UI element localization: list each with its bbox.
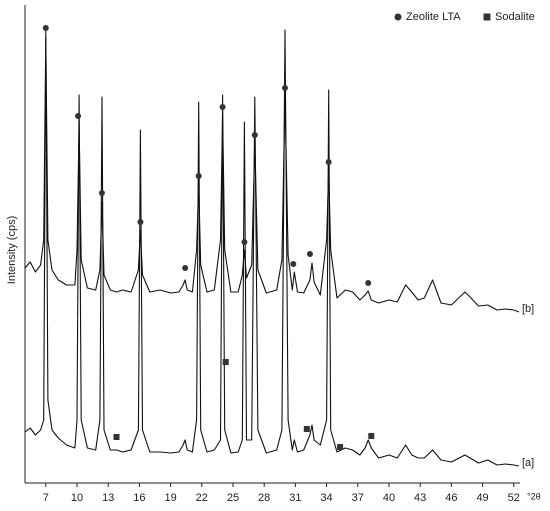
phase-marker xyxy=(306,251,313,257)
phase-marker xyxy=(42,25,49,31)
phase-marker xyxy=(222,359,229,365)
pattern-line xyxy=(24,29,520,467)
legend-label: Sodalite xyxy=(495,11,535,23)
phase-marker xyxy=(195,173,202,179)
x-tick-label: 40 xyxy=(383,492,395,504)
x-tick-label: 13 xyxy=(102,492,114,504)
x-tick-label: 34 xyxy=(320,492,332,504)
phase-marker xyxy=(98,190,105,196)
x-tick-label: 19 xyxy=(164,492,176,504)
series-label: [a] xyxy=(522,457,534,469)
phase-marker xyxy=(303,426,310,432)
phase-marker xyxy=(137,219,144,225)
phase-marker xyxy=(365,280,372,286)
y-axis-label: Intensity (cps) xyxy=(6,216,18,284)
x-tick-label: 52 xyxy=(508,492,520,504)
x-axis-label: °2θ xyxy=(527,491,541,501)
x-tick-label: 22 xyxy=(196,492,208,504)
x-tick-label: 28 xyxy=(258,492,270,504)
x-tick-label: 16 xyxy=(133,492,145,504)
pattern-line xyxy=(24,37,520,313)
phase-marker xyxy=(241,239,248,245)
x-tick-label: 7 xyxy=(43,492,49,504)
x-tick-label: 31 xyxy=(289,492,301,504)
phase-marker xyxy=(368,433,375,439)
phase-marker xyxy=(251,132,258,138)
x-tick-label: 10 xyxy=(71,492,83,504)
phase-marker xyxy=(219,104,226,110)
phase-marker xyxy=(75,113,82,119)
legend-label: Zeolite LTA xyxy=(406,11,461,23)
x-tick-label: 46 xyxy=(445,492,457,504)
phase-marker xyxy=(290,261,297,267)
phase-marker xyxy=(281,85,288,91)
phase-marker xyxy=(182,265,189,271)
x-tick-label: 25 xyxy=(227,492,239,504)
x-tick-label: 37 xyxy=(352,492,364,504)
series-label: [b] xyxy=(522,303,534,315)
legend-symbol xyxy=(394,13,402,21)
x-tick-label: 43 xyxy=(414,492,426,504)
phase-marker xyxy=(325,159,332,165)
legend-symbol xyxy=(483,13,491,21)
phase-marker xyxy=(113,434,120,440)
phase-marker xyxy=(337,444,344,450)
x-tick-label: 49 xyxy=(476,492,488,504)
